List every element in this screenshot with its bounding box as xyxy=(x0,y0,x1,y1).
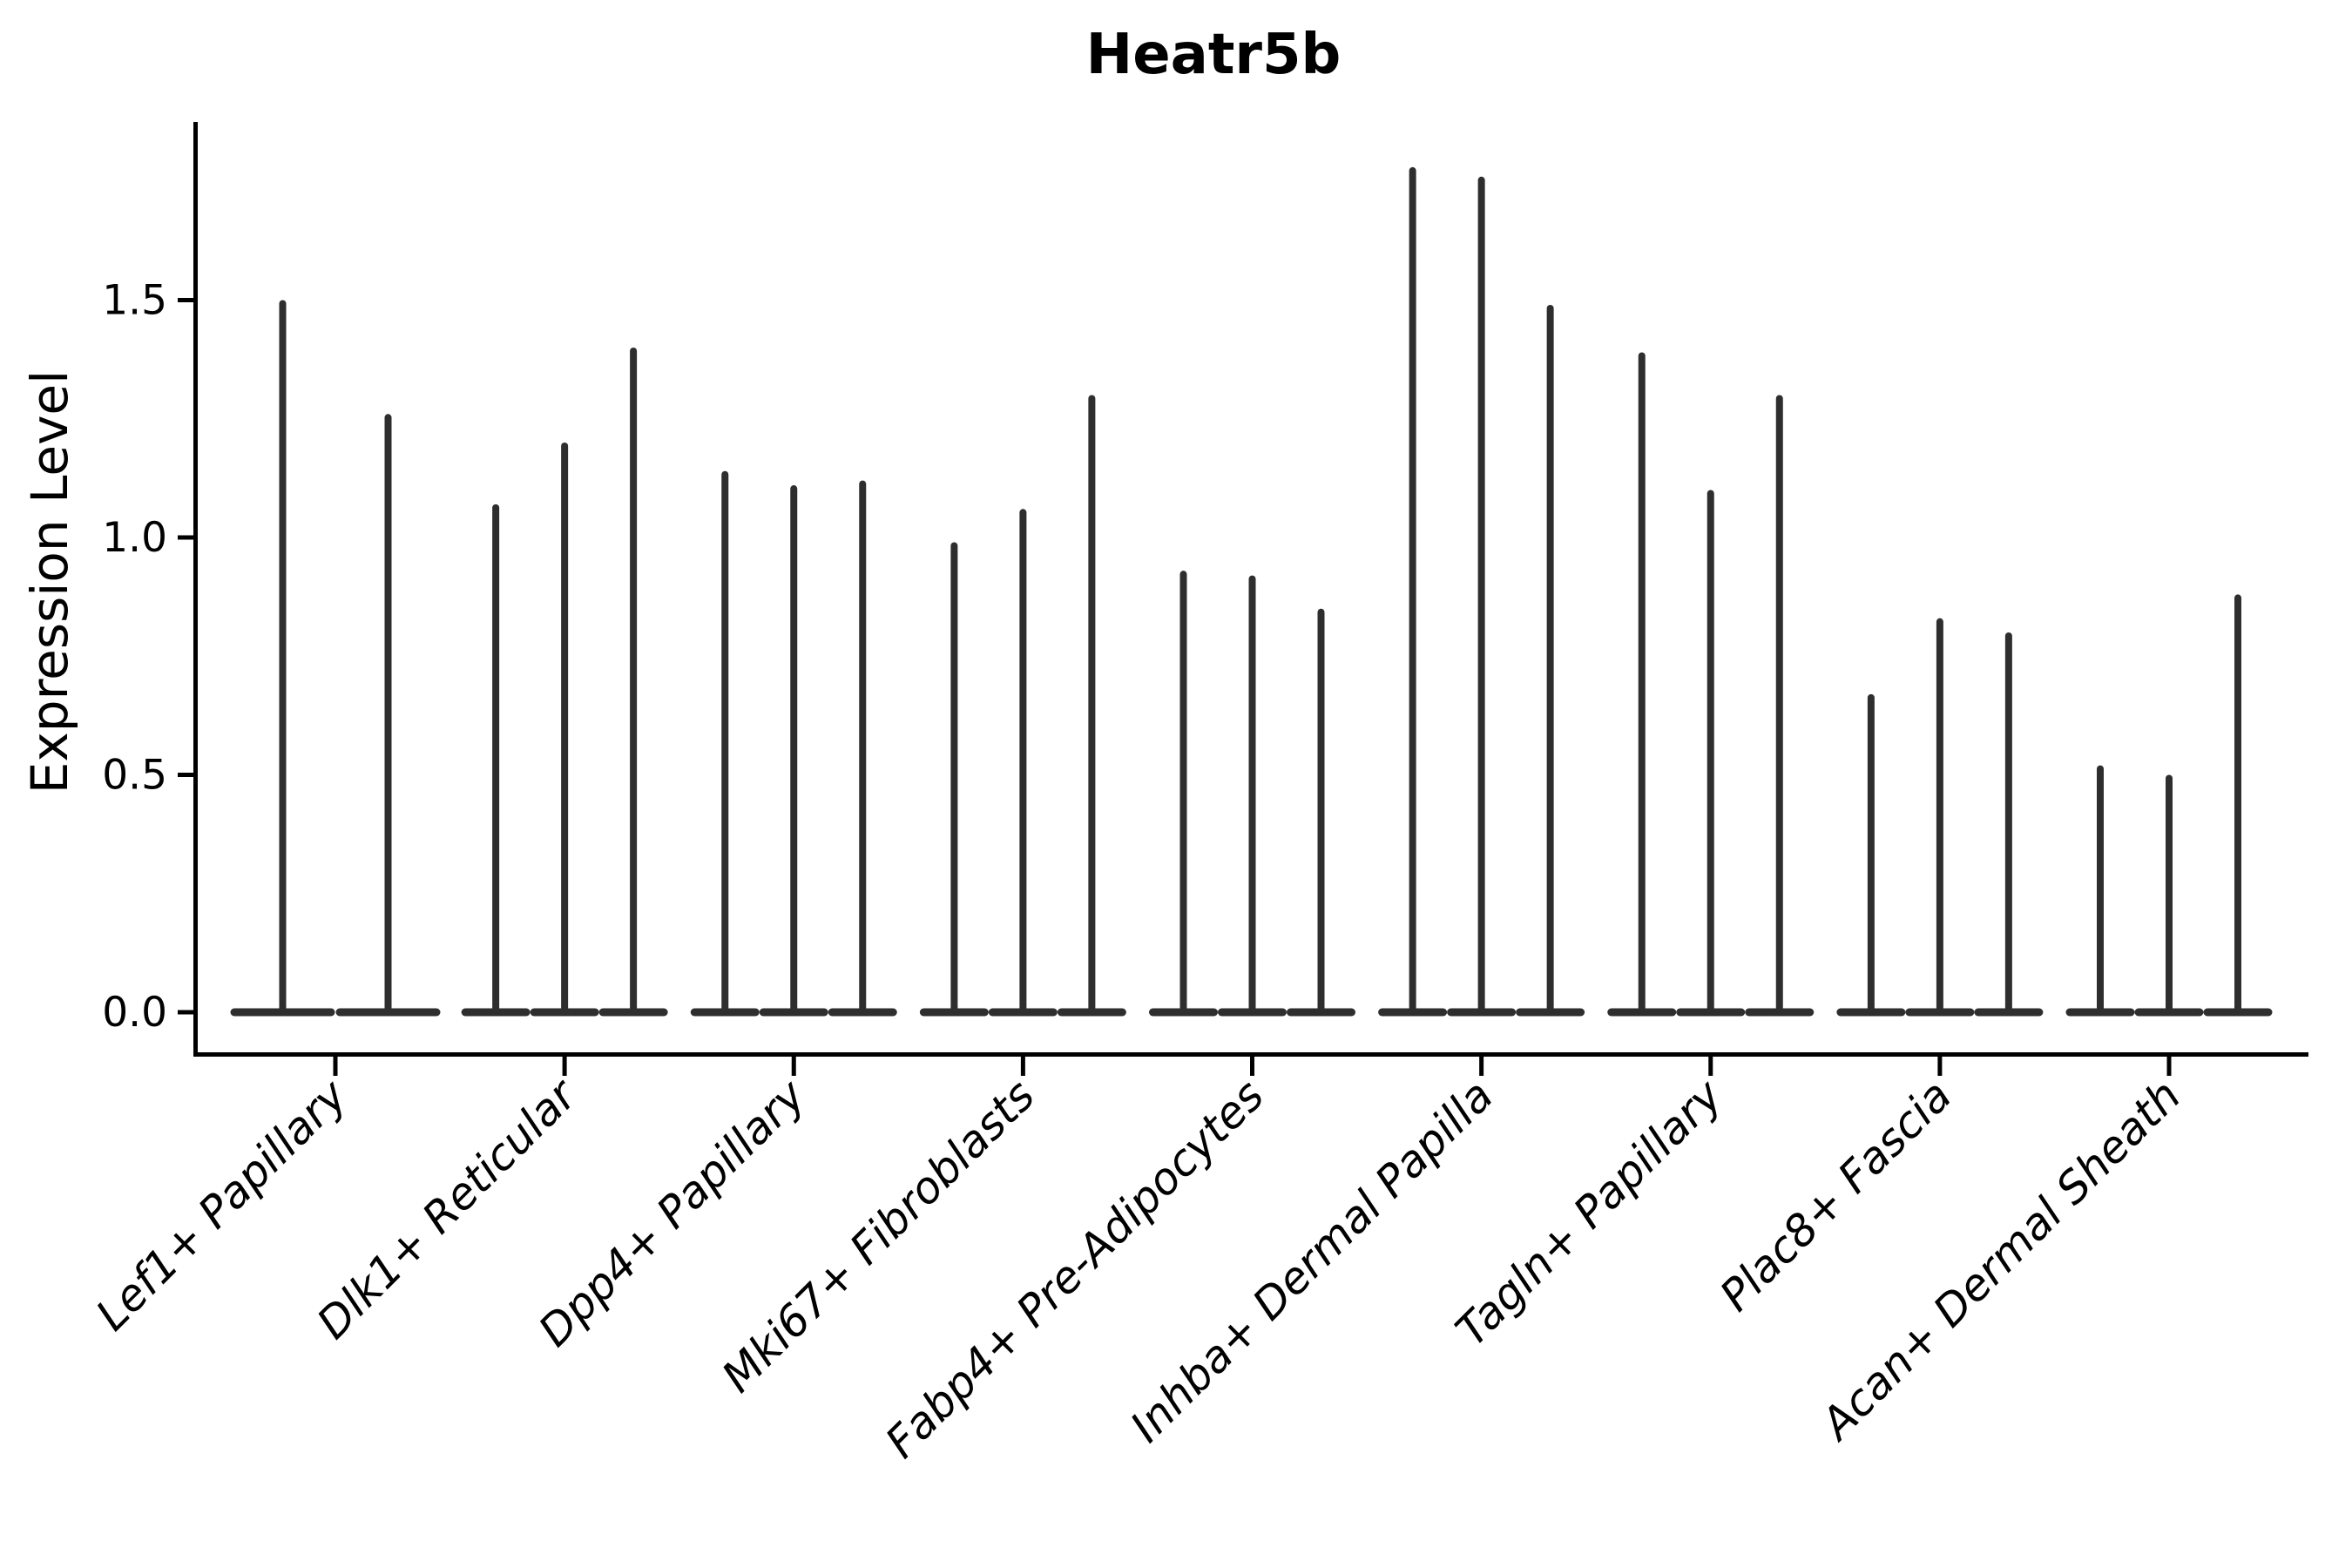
violin-spike xyxy=(1088,395,1096,1017)
violin-group xyxy=(2065,594,2273,1017)
violin xyxy=(1836,693,1906,1017)
y-tick-label: 0.5 xyxy=(102,752,167,800)
violin xyxy=(530,443,599,1017)
violin-spike xyxy=(1477,176,1485,1017)
x-tick-mark xyxy=(1708,1057,1713,1076)
violin-spike xyxy=(1019,509,1027,1017)
violin xyxy=(1218,575,1287,1017)
violin-spike xyxy=(2234,594,2241,1017)
violin-spike xyxy=(279,300,287,1017)
violin xyxy=(1516,304,1585,1017)
violin-spike xyxy=(2097,765,2104,1017)
violin xyxy=(335,414,441,1017)
y-tick-label: 1.0 xyxy=(102,514,167,562)
violin xyxy=(1378,166,1448,1017)
violin xyxy=(598,348,668,1017)
violin-spike xyxy=(2004,632,2012,1017)
violin xyxy=(1905,618,1975,1017)
violin xyxy=(461,504,531,1017)
x-tick-mark xyxy=(1937,1057,1943,1076)
violin xyxy=(1607,352,1677,1017)
x-tick-mark xyxy=(1250,1057,1254,1076)
violin-group xyxy=(1149,571,1355,1017)
violin xyxy=(1974,632,2044,1017)
violin xyxy=(759,485,828,1017)
violin-spike xyxy=(1775,395,1783,1017)
violin-spike xyxy=(790,485,798,1017)
x-tick-mark xyxy=(562,1057,567,1076)
y-tick-label: 1.5 xyxy=(102,277,167,325)
x-tick-label: Acan+ Dermal Sheath xyxy=(1810,1070,2191,1450)
violin-spike xyxy=(1546,304,1554,1017)
violin xyxy=(2203,594,2273,1017)
violin-group xyxy=(1607,352,1815,1017)
violin-spike xyxy=(721,470,729,1017)
violin xyxy=(1149,571,1218,1017)
x-tick-label: Lef1+ Papillary xyxy=(86,1069,357,1340)
x-tick-label: Inhba+ Dermal Papilla xyxy=(1121,1070,1503,1451)
chart-title: Heatr5b xyxy=(1085,23,1342,87)
violin xyxy=(988,509,1058,1017)
x-tick-mark xyxy=(333,1057,338,1076)
violin xyxy=(1745,395,1815,1017)
y-tick-mark xyxy=(178,298,193,302)
violin-spike xyxy=(630,348,638,1017)
violin xyxy=(2134,774,2204,1017)
violin-spike xyxy=(1248,575,1256,1017)
violin xyxy=(1057,395,1126,1017)
violin xyxy=(1287,608,1355,1017)
violin-spike xyxy=(950,542,958,1017)
violin-group xyxy=(461,348,668,1017)
x-axis-spine xyxy=(193,1052,2308,1057)
x-tick-mark xyxy=(2166,1057,2172,1076)
y-tick-label: 0.0 xyxy=(102,989,167,1037)
x-tick-label: Fabp4+ Pre-Adipocytes xyxy=(875,1070,1274,1468)
violin-group xyxy=(919,395,1126,1017)
violin-group xyxy=(1836,618,2044,1017)
violin-spike xyxy=(1707,490,1714,1017)
y-tick-mark xyxy=(178,535,193,540)
x-tick-mark xyxy=(791,1057,796,1076)
violin xyxy=(1676,490,1746,1017)
y-tick-mark xyxy=(178,773,193,777)
violin-spike xyxy=(1638,352,1646,1017)
violin-spike xyxy=(1179,571,1187,1017)
violin-spike xyxy=(384,414,392,1017)
y-tick-mark xyxy=(178,1010,193,1015)
x-tick-label: Plac8+ Fascia xyxy=(1710,1070,1961,1321)
x-tick-mark xyxy=(1479,1057,1484,1076)
violin-spike xyxy=(859,480,867,1017)
violin-spike xyxy=(1409,166,1416,1017)
violin xyxy=(230,300,335,1017)
violin-group xyxy=(1378,166,1585,1017)
y-axis-spine xyxy=(193,122,198,1057)
violin xyxy=(1447,176,1517,1017)
violin xyxy=(919,542,989,1017)
violin-spike xyxy=(1936,618,1943,1017)
violin-spike xyxy=(561,443,569,1017)
violin-spike xyxy=(2166,774,2173,1017)
violin xyxy=(2065,765,2135,1017)
violin-spike xyxy=(492,504,500,1017)
violin-spike xyxy=(1317,608,1325,1017)
x-tick-mark xyxy=(1020,1057,1025,1076)
violin-group xyxy=(690,470,897,1017)
violin-group xyxy=(230,300,441,1017)
violin xyxy=(828,480,897,1017)
violin xyxy=(690,470,760,1017)
violin-spike xyxy=(1867,693,1875,1017)
